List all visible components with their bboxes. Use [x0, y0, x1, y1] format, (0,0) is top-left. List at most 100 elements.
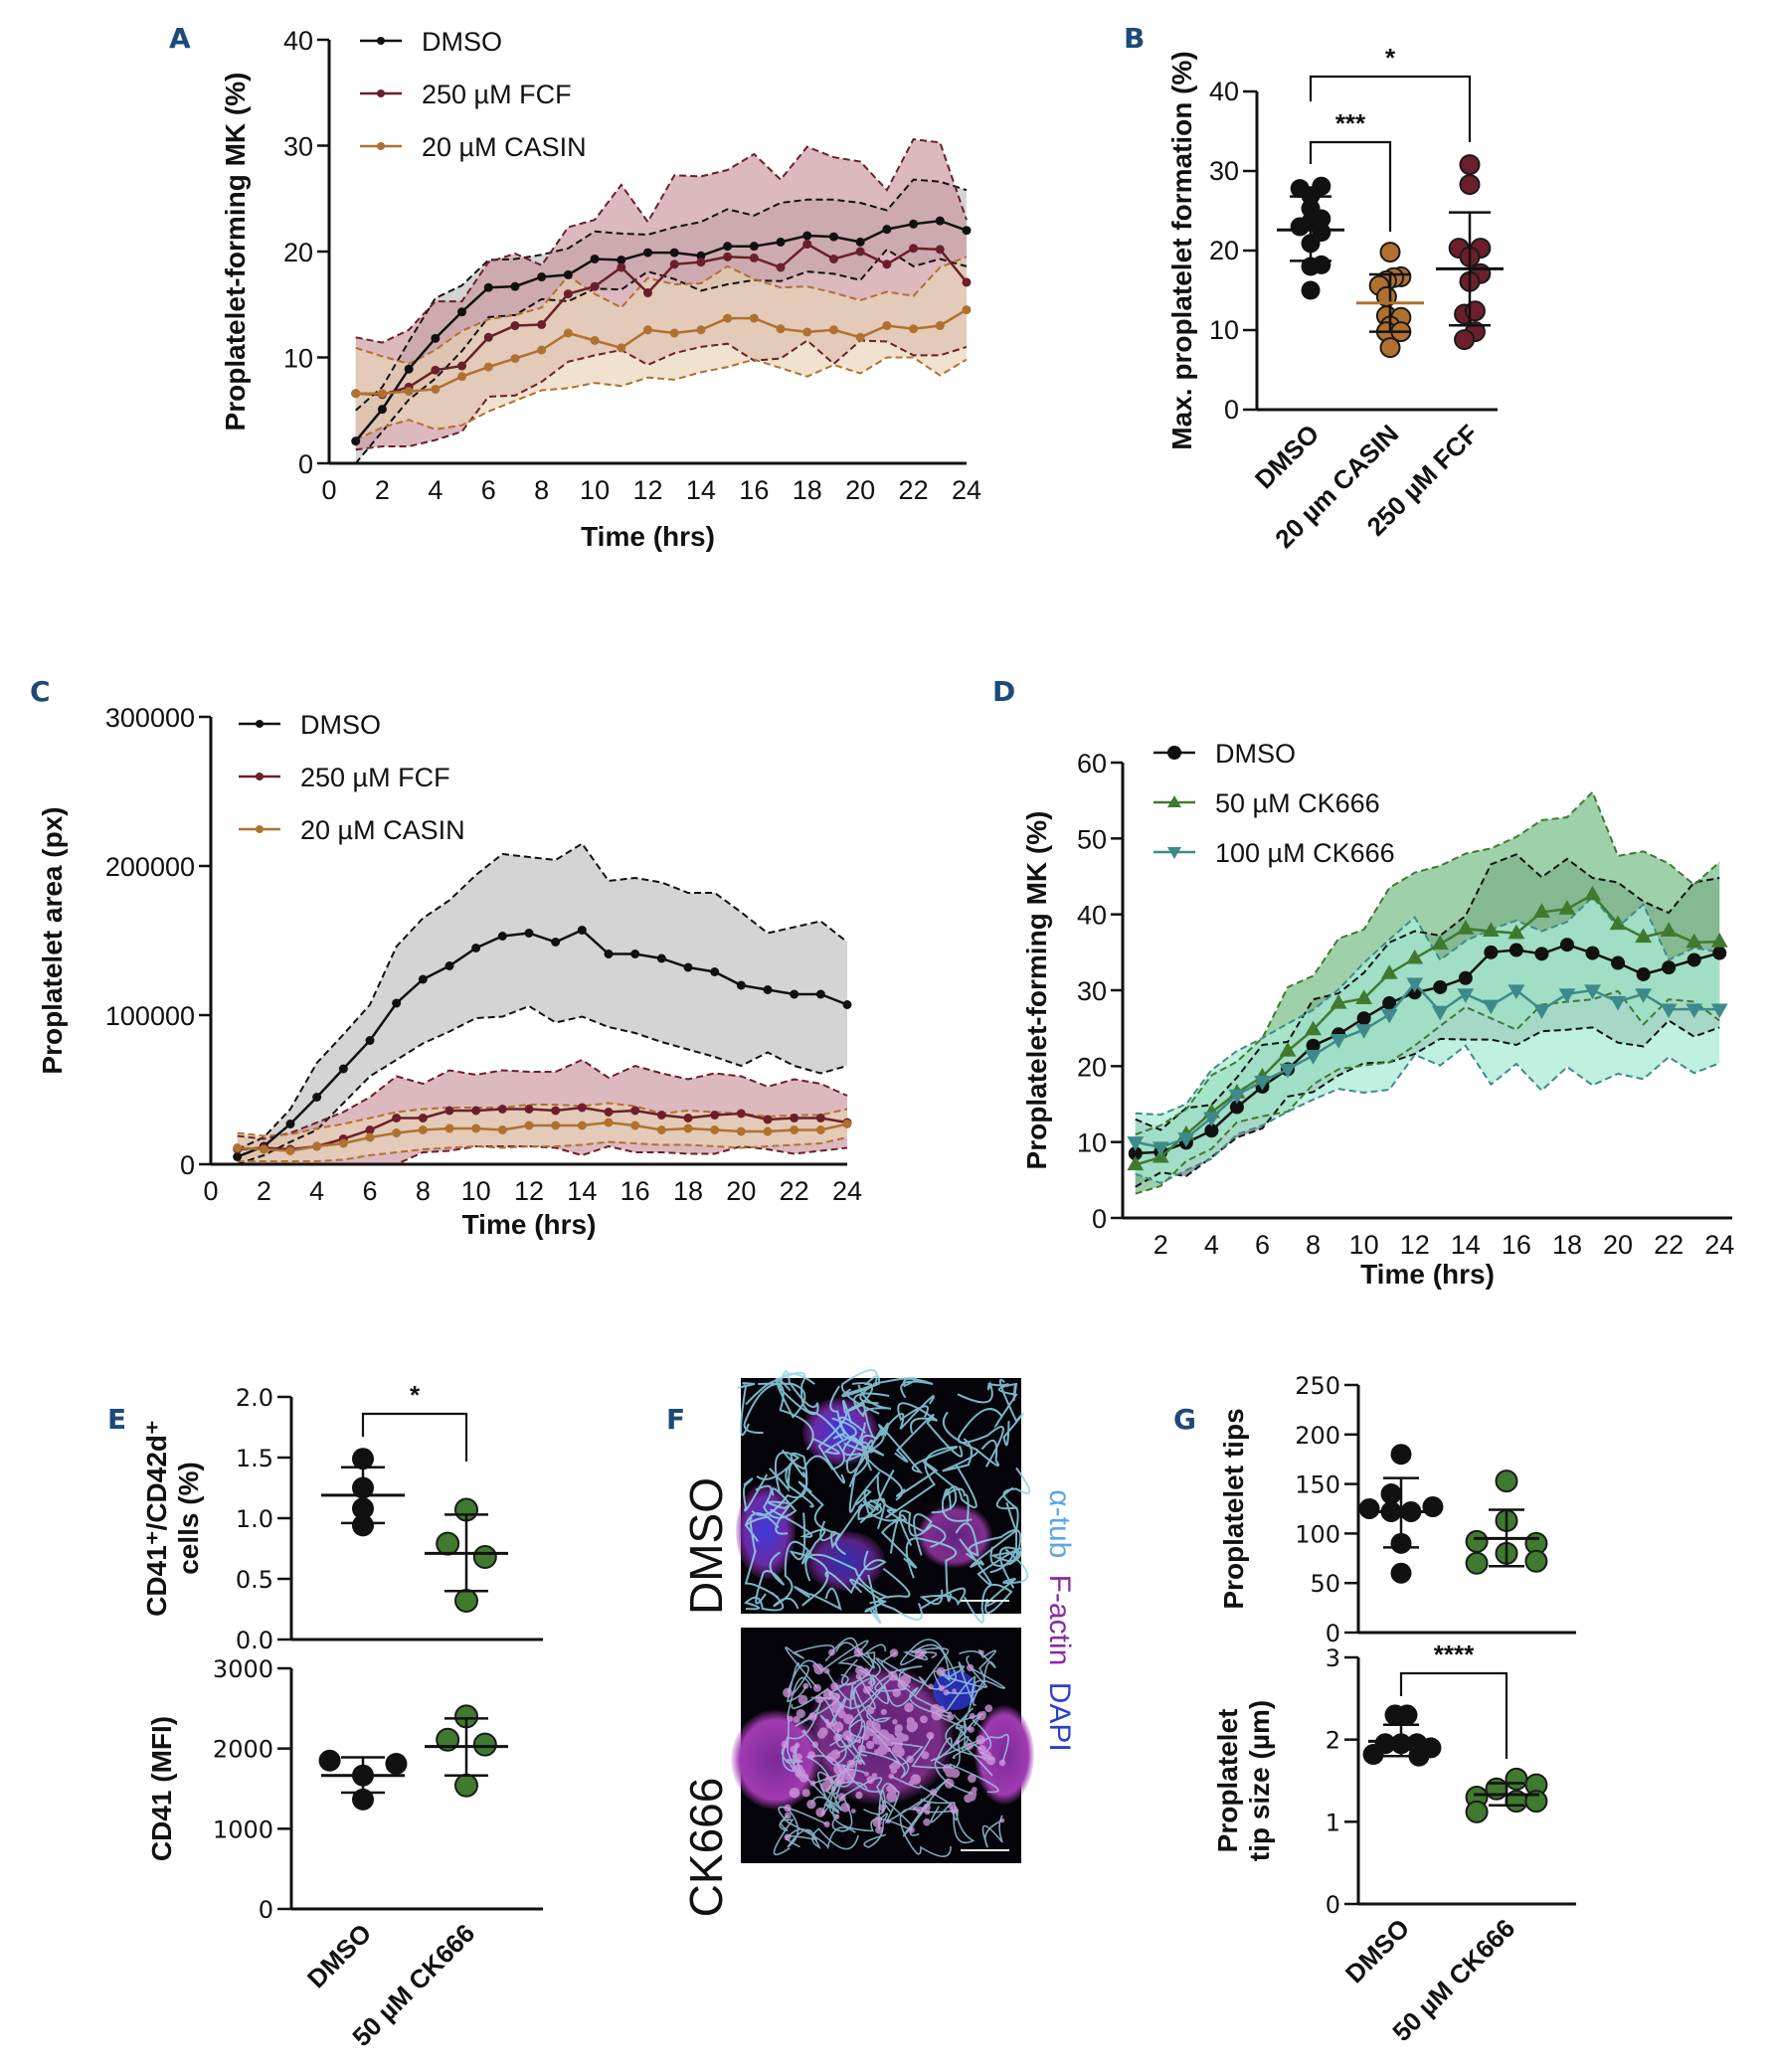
proplatelet-fiber [756, 1461, 796, 1492]
y-tick-label: 1000 [213, 1815, 273, 1843]
significance-bracket: * [361, 1380, 468, 1462]
proplatelet-tip [880, 1708, 887, 1715]
data-point [1508, 984, 1525, 1000]
y-axis-title-line2: tip size (µm) [1244, 1700, 1275, 1861]
significance-bracket: *** [1309, 108, 1392, 232]
sd-lower-line-2 [237, 1136, 848, 1162]
proplatelet-fiber [920, 1798, 976, 1844]
y-tick-label: 30 [1077, 976, 1107, 1006]
y-axis-title: Proplatelet tips [1218, 1408, 1249, 1609]
data-point [617, 262, 626, 272]
proplatelet-fiber [791, 1675, 894, 1709]
axes: 0 10 20 30 40 Max. proplatelet formation (%) [1166, 51, 1498, 450]
data-point [1685, 933, 1703, 949]
proplatelet-tip [888, 1670, 896, 1679]
data-point [723, 242, 733, 252]
sd-band-2 [355, 257, 967, 440]
proplatelet-fiber [819, 1503, 863, 1549]
proplatelet-fiber [872, 1376, 934, 1399]
proplatelet-tip [840, 1803, 850, 1813]
stain-label-dapi: DAPI [1043, 1682, 1076, 1752]
group-0 [321, 1448, 405, 1537]
data-point [1290, 217, 1310, 237]
proplatelet-fiber [853, 1384, 892, 1418]
bracket-line [1309, 75, 1472, 142]
proplatelet-tip [801, 1789, 810, 1798]
data-point [1710, 933, 1728, 948]
data-point [1609, 995, 1627, 1011]
proplatelet-tip [921, 1751, 930, 1760]
data-point [630, 950, 640, 958]
data-point [1712, 946, 1727, 960]
proplatelet-fiber [874, 1665, 923, 1692]
data-point [1127, 1136, 1145, 1151]
proplatelet-tip [892, 1688, 901, 1697]
data-point [828, 254, 838, 263]
data-point [551, 1106, 561, 1116]
x-tick-label: 20 [726, 1176, 756, 1206]
series-0 [233, 926, 852, 1161]
data-point [1459, 154, 1481, 176]
data-point [710, 967, 720, 976]
sd-band-0 [237, 843, 847, 1164]
y-tick-label: 10 [1077, 1128, 1107, 1158]
data-point [1229, 1100, 1244, 1115]
x-tick-label: 16 [1502, 1230, 1531, 1260]
data-point [233, 1143, 243, 1152]
data-point [404, 387, 414, 397]
proplatelet-tip [781, 1740, 790, 1749]
legend-label: DMSO [422, 27, 502, 57]
y-axis-title: CD41⁺/CD42d⁺ [141, 1420, 172, 1617]
data-point [551, 1121, 561, 1130]
data-point [1379, 242, 1401, 263]
proplatelet-tip [793, 1715, 800, 1723]
y-tick-label: 40 [1209, 77, 1239, 106]
proplatelet-tip [823, 1667, 830, 1674]
proplatelet-tip [783, 1687, 793, 1698]
data-point [1390, 1444, 1412, 1466]
proplatelet-tip [977, 1745, 986, 1754]
data-point [1484, 945, 1499, 959]
sd-lower-line-0 [354, 248, 968, 464]
data-point [1406, 977, 1424, 993]
data-point [736, 980, 746, 990]
proplatelet-tip [834, 1813, 840, 1819]
panel-letter-f: F [666, 1403, 685, 1436]
data-point [537, 345, 547, 355]
x-tick-label: 12 [632, 475, 662, 505]
proplatelet-fiber [773, 1540, 812, 1610]
data-point [457, 372, 467, 382]
x-tick-label: 14 [686, 475, 716, 505]
data-point [736, 1126, 746, 1136]
x-tick-label: 22 [780, 1176, 809, 1206]
axes: 0 50 100 150 200 250 Proplatelet tips [1218, 1372, 1576, 1647]
data-point [855, 332, 865, 342]
data-point [643, 325, 652, 335]
data-point [909, 219, 919, 229]
proplatelet-tip [816, 1730, 826, 1739]
proplatelet-fiber [998, 1506, 1019, 1589]
proplatelet-tip [830, 1682, 839, 1691]
proplatelet-tip [830, 1787, 836, 1792]
proplatelet-tip [875, 1825, 884, 1834]
proplatelet-tip [881, 1744, 888, 1752]
legend-marker [256, 720, 264, 728]
proplatelet-tip [984, 1704, 993, 1713]
proplatelet-fiber [870, 1674, 952, 1718]
data-point [617, 343, 626, 353]
data-point [312, 1141, 322, 1151]
data-point [1358, 1498, 1380, 1519]
sd-upper-line-2 [237, 1102, 848, 1137]
sd-lower-line-0 [237, 1004, 848, 1165]
y-tick-label: 1.5 [236, 1445, 273, 1472]
sd-upper-line-0 [237, 842, 848, 1150]
proplatelet-fiber [737, 1382, 756, 1437]
data-point [352, 1448, 374, 1470]
panel-f-microscopy: DMSO CK666 α-tub F-actin DAPI [680, 1369, 1076, 1917]
data-point [1584, 984, 1601, 1000]
proplatelet-fiber [830, 1637, 887, 1669]
y-axis-title: CD41 (MFI) [146, 1716, 177, 1861]
y-tick-label: 0 [259, 1896, 273, 1924]
sd-upper-line-1 [237, 1058, 848, 1140]
data-point [1433, 979, 1448, 994]
